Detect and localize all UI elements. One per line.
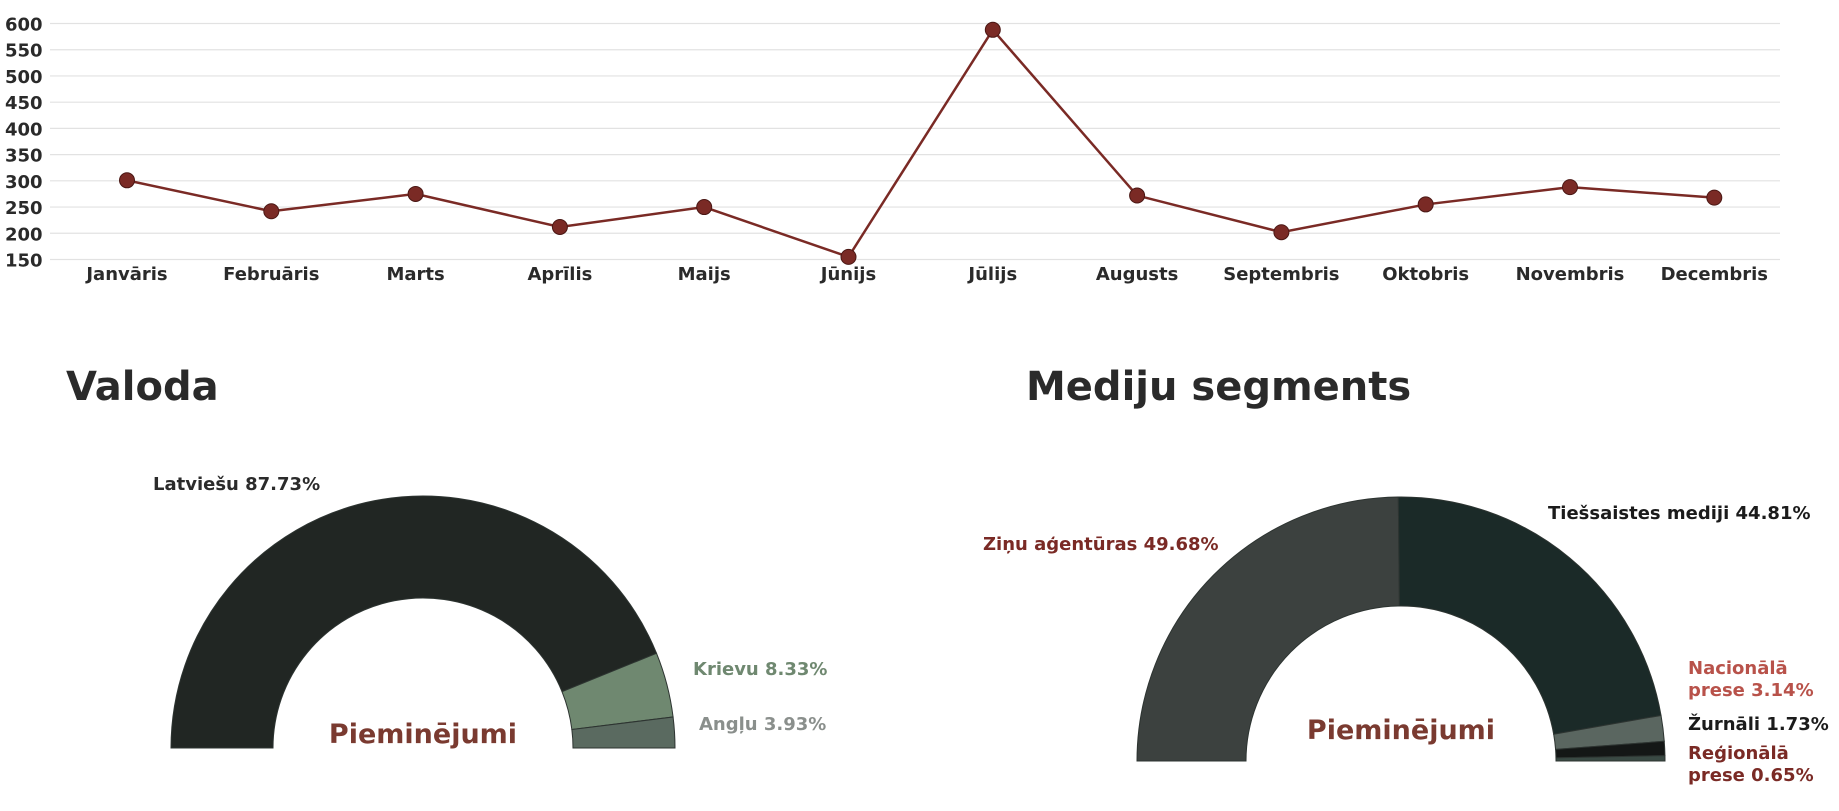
x-tick-label: Novembris [1516, 264, 1625, 285]
slice-label: Nacionālā prese 3.14% [1688, 658, 1814, 701]
slice-label-line: prese 3.14% [1688, 680, 1814, 701]
x-tick-label: Februāris [223, 264, 319, 285]
data-point [1706, 189, 1723, 206]
slice-label: Žurnāli 1.73% [1688, 713, 1829, 735]
data-point [696, 199, 713, 216]
y-tick-label: 550 [5, 41, 43, 62]
slice-label-line: prese 0.65% [1688, 765, 1814, 786]
data-point [984, 21, 1001, 38]
x-tick-label: Decembris [1661, 264, 1768, 285]
slice-label-line: Reģionālā [1688, 743, 1789, 764]
slice-label-line: Nacionālā [1688, 658, 1788, 679]
donut-slice [571, 716, 676, 749]
data-point [551, 218, 568, 235]
slice-label: Angļu 3.93% [699, 714, 826, 735]
series-line [126, 27, 1715, 259]
data-point [1562, 179, 1578, 196]
x-tick-label: Aprīlis [527, 264, 592, 285]
slice-label: Krievu 8.33% [693, 659, 827, 680]
data-point [119, 172, 135, 189]
x-tick-label: Marts [386, 264, 444, 285]
slice-label: Latviešu 87.73% [153, 474, 320, 495]
donut-slice [170, 495, 658, 749]
donut-slice [1397, 496, 1662, 735]
data-point [1273, 224, 1290, 241]
donut-slice [1136, 496, 1400, 762]
y-tick-label: 300 [5, 172, 43, 193]
y-tick-label: 250 [5, 198, 43, 219]
x-tick-label: Augusts [1096, 264, 1178, 285]
donut-chart-mediju-segments: Ziņu aģentūras 49.68% Tiešsaistes mediji … [983, 496, 1829, 786]
x-tick-label: Janvāris [84, 264, 167, 285]
data-point [1417, 196, 1434, 213]
x-tick-label: Jūnijs [819, 264, 876, 285]
line-chart-grid [50, 22, 1780, 261]
x-tick-label: Oktobris [1382, 264, 1469, 285]
y-tick-label: 150 [5, 251, 43, 272]
x-tick-label: Septembris [1223, 264, 1339, 285]
x-tick-label: Maijs [678, 264, 731, 285]
x-tick-label: Jūlijs [966, 264, 1017, 285]
y-tick-label: 600 [5, 15, 43, 36]
y-tick-label: 400 [5, 119, 43, 140]
slice-label: Reģionālā prese 0.65% [1688, 743, 1814, 786]
chart-title-valoda: Valoda [66, 364, 219, 410]
y-tick-label: 500 [5, 67, 43, 88]
donut-chart-valoda: Latviešu 87.73% Krievu 8.33% Angļu 3.93% Pi… [153, 474, 827, 750]
slice-label: Tiešsaistes mediji 44.81% [1548, 503, 1811, 524]
data-point [1129, 187, 1146, 204]
data-point [840, 248, 857, 265]
y-tick-label: 200 [5, 224, 43, 245]
line-chart-x-axis: Janvāris Februāris Marts Aprīlis Maijs Jūnijs… [84, 264, 1768, 285]
slice-label: Ziņu aģentūras 49.68% [983, 534, 1219, 555]
line-chart-series [119, 21, 1723, 265]
data-point [407, 185, 424, 202]
donut-center-label: Pieminējumi [329, 719, 517, 750]
chart-title-mediju-segments: Mediju segments [1026, 364, 1411, 410]
donut-slice [1555, 755, 1666, 762]
y-tick-label: 350 [5, 146, 43, 167]
line-chart-y-axis: 600 550 500 450 400 350 300 250 200 150 [5, 15, 43, 272]
data-point [263, 203, 280, 220]
y-tick-label: 450 [5, 93, 43, 114]
donut-center-label: Pieminējumi [1307, 715, 1495, 746]
